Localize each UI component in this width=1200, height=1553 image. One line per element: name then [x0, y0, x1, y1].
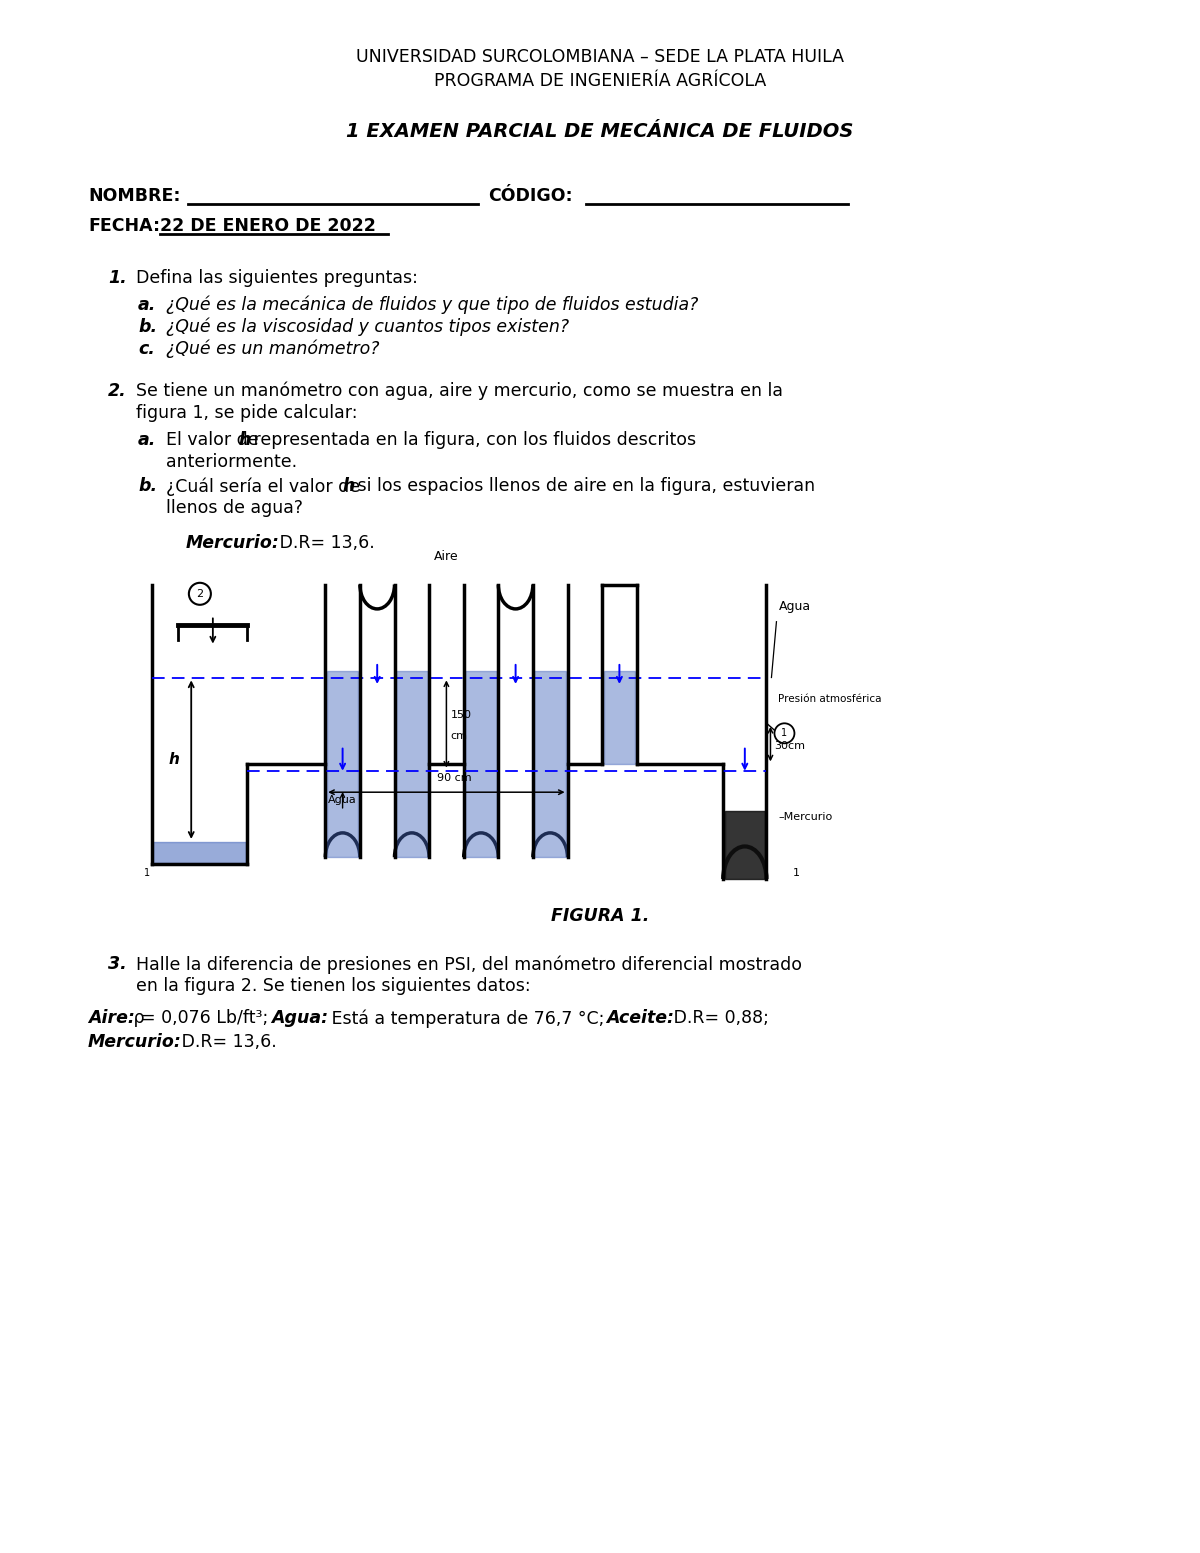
Text: NOMBRE:: NOMBRE:	[88, 186, 180, 205]
Text: ρ: ρ	[128, 1009, 145, 1027]
Polygon shape	[396, 671, 427, 857]
Text: Mercurio:: Mercurio:	[88, 1033, 182, 1051]
Text: Agua: Agua	[329, 795, 356, 804]
Text: ¿Cuál sería el valor de: ¿Cuál sería el valor de	[166, 477, 366, 495]
Text: UNIVERSIDAD SURCOLOMBIANA – SEDE LA PLATA HUILA: UNIVERSIDAD SURCOLOMBIANA – SEDE LA PLAT…	[356, 48, 844, 65]
Polygon shape	[154, 842, 246, 862]
Polygon shape	[604, 671, 635, 764]
Polygon shape	[725, 811, 764, 879]
Text: 2: 2	[197, 589, 204, 599]
Text: cm: cm	[450, 731, 468, 741]
Text: 1: 1	[793, 868, 800, 877]
Polygon shape	[326, 671, 359, 857]
Text: llenos de agua?: llenos de agua?	[166, 499, 302, 517]
Text: D.R= 13,6.: D.R= 13,6.	[176, 1033, 277, 1051]
Text: Aceite:: Aceite:	[606, 1009, 674, 1027]
Text: 1.: 1.	[108, 269, 127, 287]
Polygon shape	[466, 671, 497, 857]
Text: CÓDIGO:: CÓDIGO:	[488, 186, 572, 205]
Text: 150: 150	[450, 710, 472, 719]
Text: b.: b.	[138, 477, 157, 495]
Text: FIGURA 1.: FIGURA 1.	[551, 907, 649, 926]
Text: representada en la figura, con los fluidos descritos: representada en la figura, con los fluid…	[248, 432, 696, 449]
Text: a.: a.	[138, 432, 156, 449]
Text: h: h	[342, 477, 354, 495]
Text: b.: b.	[138, 318, 157, 335]
Text: Defina las siguientes preguntas:: Defina las siguientes preguntas:	[136, 269, 418, 287]
Text: anteriormente.: anteriormente.	[166, 453, 298, 471]
Text: 1: 1	[144, 868, 150, 877]
Text: 22 DE ENERO DE 2022: 22 DE ENERO DE 2022	[160, 217, 376, 235]
Text: 1 EXAMEN PARCIAL DE MECÁNICA DE FLUIDOS: 1 EXAMEN PARCIAL DE MECÁNICA DE FLUIDOS	[347, 123, 853, 141]
Text: c.: c.	[138, 340, 155, 359]
Text: ¿Qué es un manómetro?: ¿Qué es un manómetro?	[166, 340, 379, 359]
Text: ¿Qué es la viscosidad y cuantos tipos existen?: ¿Qué es la viscosidad y cuantos tipos ex…	[166, 318, 569, 337]
Text: PROGRAMA DE INGENIERÍA AGRÍCOLA: PROGRAMA DE INGENIERÍA AGRÍCOLA	[434, 71, 766, 90]
Text: D.R= 0,88;: D.R= 0,88;	[668, 1009, 769, 1027]
Text: ¿Qué es la mecánica de fluidos y que tipo de fluidos estudia?: ¿Qué es la mecánica de fluidos y que tip…	[166, 297, 698, 315]
Text: 3.: 3.	[108, 955, 127, 974]
Text: figura 1, se pide calcular:: figura 1, se pide calcular:	[136, 404, 358, 422]
Text: si los espacios llenos de aire en la figura, estuvieran: si los espacios llenos de aire en la fig…	[352, 477, 815, 495]
Text: Está a temperatura de 76,7 °C;: Está a temperatura de 76,7 °C;	[326, 1009, 610, 1028]
Text: Mercurio:: Mercurio:	[186, 534, 280, 551]
Text: = 0,076 Lb/ft³;: = 0,076 Lb/ft³;	[142, 1009, 274, 1027]
Text: Aire: Aire	[434, 550, 458, 562]
Polygon shape	[534, 671, 566, 857]
Text: a.: a.	[138, 297, 156, 314]
Text: en la figura 2. Se tienen los siguientes datos:: en la figura 2. Se tienen los siguientes…	[136, 977, 530, 995]
Text: D.R= 13,6.: D.R= 13,6.	[274, 534, 374, 551]
Text: Se tiene un manómetro con agua, aire y mercurio, como se muestra en la: Se tiene un manómetro con agua, aire y m…	[136, 382, 784, 401]
Text: Agua:: Agua:	[271, 1009, 328, 1027]
Text: 1: 1	[781, 728, 787, 738]
Text: Aire:: Aire:	[88, 1009, 134, 1027]
Text: 30cm: 30cm	[774, 741, 805, 750]
Text: Halle la diferencia de presiones en PSI, del manómetro diferencial mostrado: Halle la diferencia de presiones en PSI,…	[136, 955, 802, 974]
Text: Presión atmosférica: Presión atmosférica	[779, 694, 882, 704]
Text: –Mercurio: –Mercurio	[779, 812, 833, 822]
Text: El valor de: El valor de	[166, 432, 264, 449]
Text: Agua: Agua	[779, 599, 810, 613]
Text: FECHA:: FECHA:	[88, 217, 160, 235]
Text: h: h	[238, 432, 251, 449]
Text: h: h	[168, 752, 179, 767]
Text: 2.: 2.	[108, 382, 127, 401]
Text: 90 cm: 90 cm	[437, 773, 472, 783]
